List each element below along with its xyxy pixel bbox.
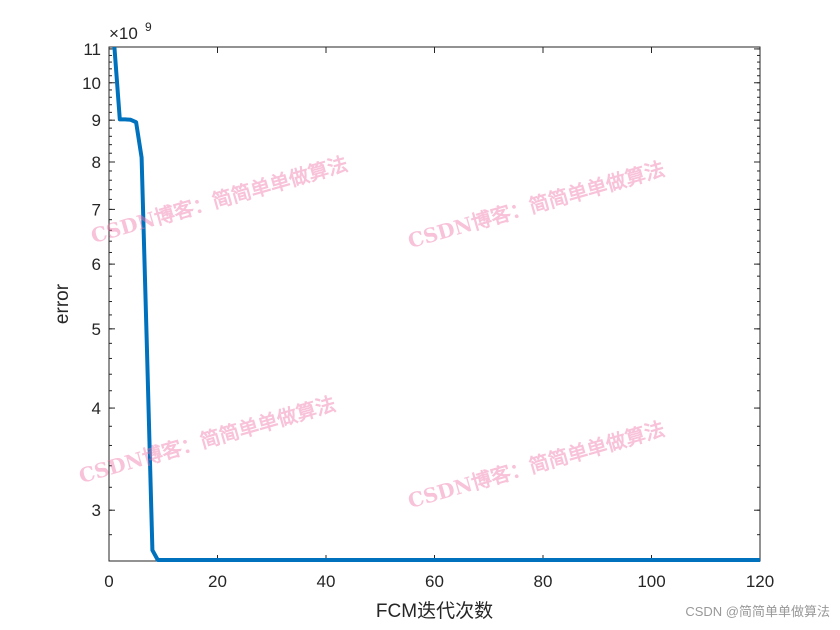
y-tick-label: 4: [92, 399, 101, 418]
plot-area: [108, 46, 761, 562]
y-tick-label: 5: [92, 320, 101, 339]
x-tick-label: 60: [425, 572, 444, 591]
y-tick-label: 10: [82, 74, 101, 93]
y-tick-label: 3: [92, 501, 101, 520]
x-tick-label: 40: [317, 572, 336, 591]
x-tick-label: 80: [534, 572, 553, 591]
x-tick-label: 20: [208, 572, 227, 591]
credit-text: CSDN @简简单单做算法: [685, 604, 830, 619]
x-tick-label: 120: [746, 572, 774, 591]
x-tick-label: 100: [637, 572, 665, 591]
y-exponent: 9: [145, 20, 152, 34]
y-tick-label: 7: [92, 200, 101, 219]
y-tick-label: 6: [92, 255, 101, 274]
x-axis-label: FCM迭代次数: [376, 600, 493, 622]
x-tick-label: 0: [104, 572, 113, 591]
y-exponent-label: ×10: [109, 24, 138, 43]
y-tick-label: 9: [92, 111, 101, 130]
y-axis-label: error: [52, 283, 73, 324]
y-tick-label: 8: [92, 153, 101, 172]
y-tick-label: 11: [83, 40, 101, 59]
error-line: [112, 46, 760, 562]
